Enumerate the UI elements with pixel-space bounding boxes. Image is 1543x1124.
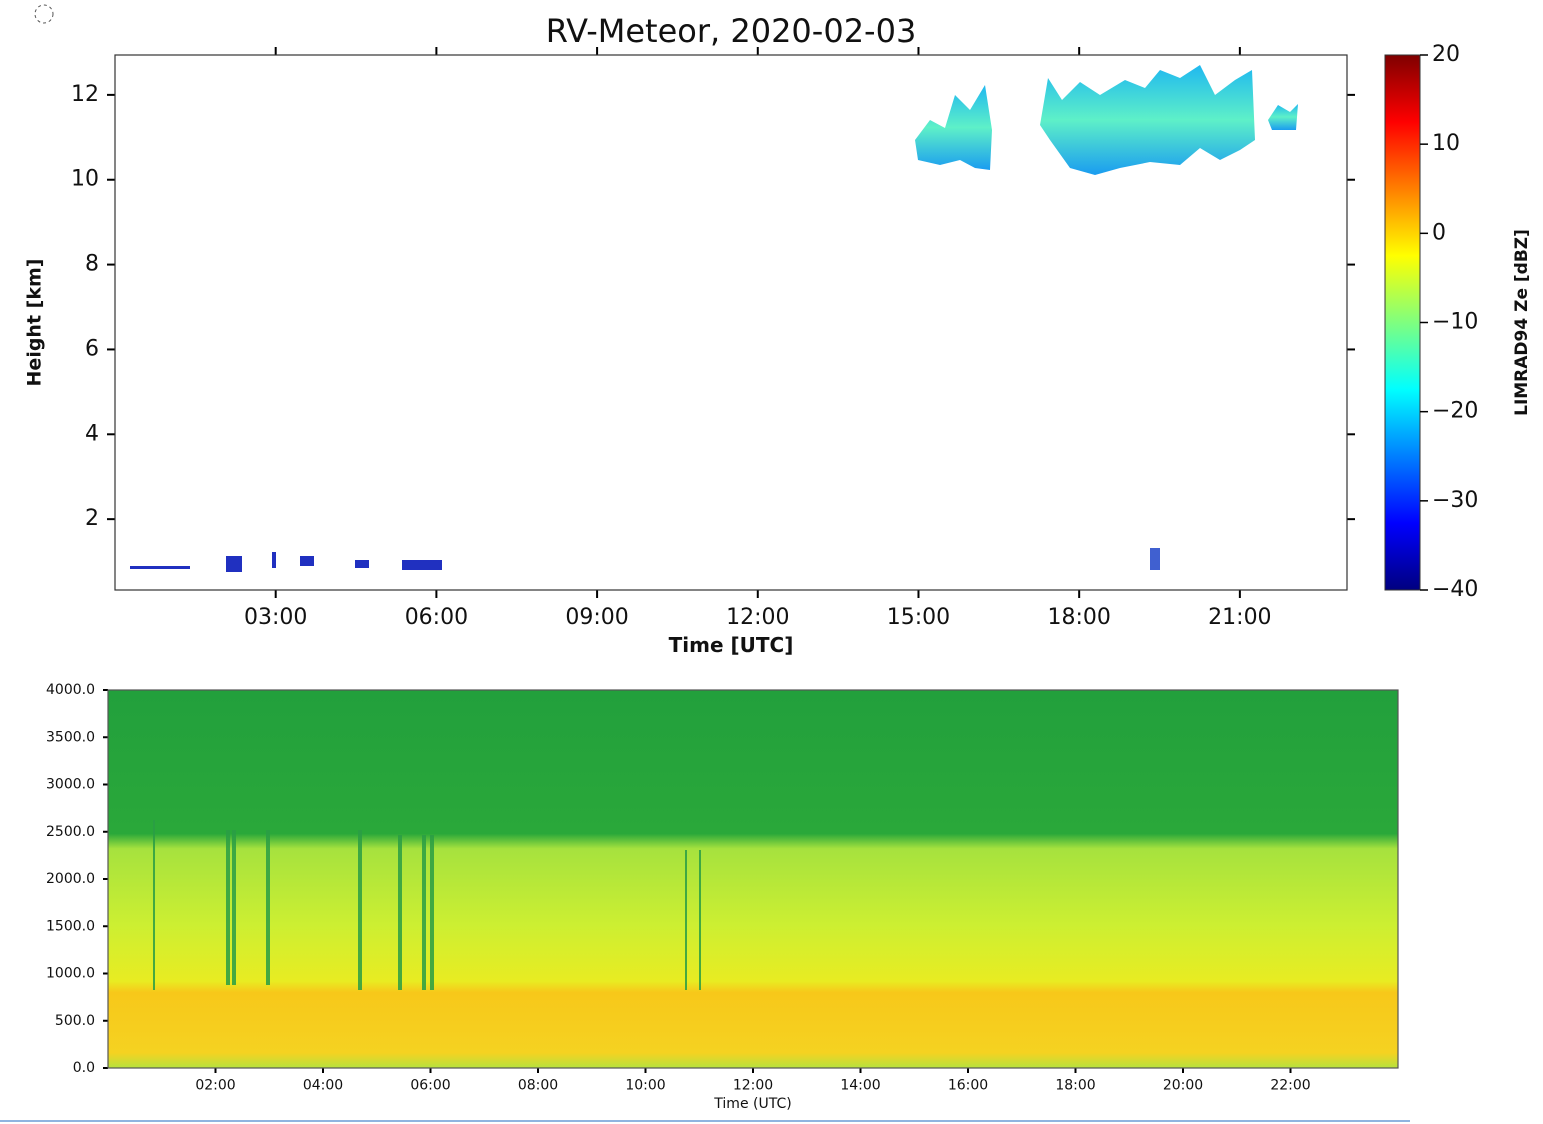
y-tick-label: 3000.0 bbox=[46, 777, 95, 793]
y-tick-label: 2000.0 bbox=[46, 871, 95, 887]
x-tick-label: 06:00 bbox=[410, 1078, 450, 1094]
y-tick-label: 6 bbox=[85, 336, 99, 361]
y-tick-label: 10 bbox=[71, 167, 99, 192]
cloud-echo bbox=[915, 85, 992, 170]
x-tick-label: 22:00 bbox=[1270, 1078, 1310, 1094]
x-tick-label: 12:00 bbox=[726, 605, 789, 630]
y-tick-label: 3500.0 bbox=[46, 729, 95, 745]
y-tick-label: 8 bbox=[85, 252, 99, 277]
x-tick-label: 14:00 bbox=[840, 1078, 880, 1094]
x-tick-label: 16:00 bbox=[948, 1078, 988, 1094]
plot-frame bbox=[114, 54, 1348, 591]
x-tick-label: 18:00 bbox=[1055, 1078, 1095, 1094]
x-tick-label: 06:00 bbox=[405, 605, 468, 630]
loading-icon bbox=[34, 4, 54, 24]
chart-title: RV-Meteor, 2020-02-03 bbox=[546, 12, 917, 50]
colorbar-label: LIMRAD94 Ze [dBZ] bbox=[1512, 229, 1532, 416]
colorbar-tick-label: −10 bbox=[1432, 310, 1478, 335]
echo-speck bbox=[355, 560, 369, 568]
y-tick-label: 500.0 bbox=[55, 1013, 95, 1029]
colorbar-tick-label: 10 bbox=[1432, 131, 1460, 156]
chart bbox=[108, 690, 1398, 1068]
colorbar-tick-label: −20 bbox=[1432, 399, 1478, 424]
x-tick-label: 02:00 bbox=[195, 1078, 235, 1094]
y-tick-label: 4 bbox=[85, 421, 99, 446]
x-tick-label: 15:00 bbox=[887, 605, 950, 630]
plot-frame bbox=[107, 689, 1399, 1069]
x-tick-label: 20:00 bbox=[1163, 1078, 1203, 1094]
colorbar-tick-label: −40 bbox=[1432, 577, 1478, 602]
x-tick-label: 03:00 bbox=[244, 605, 307, 630]
colorbar-tick-label: 20 bbox=[1432, 42, 1460, 67]
x-tick-label: 09:00 bbox=[565, 605, 628, 630]
plot-area bbox=[108, 690, 1398, 1068]
echo-speck bbox=[300, 556, 314, 566]
echo-speck bbox=[1150, 548, 1160, 570]
echo-speck bbox=[226, 556, 242, 572]
x-tick-label: 12:00 bbox=[733, 1078, 773, 1094]
x-axis-label: Time (UTC) bbox=[713, 1096, 791, 1112]
colorbar bbox=[1384, 54, 1421, 591]
y-tick-label: 2500.0 bbox=[46, 824, 95, 840]
y-tick-label: 2 bbox=[85, 506, 99, 531]
colorbar-tick-label: −30 bbox=[1432, 488, 1478, 513]
x-tick-label: 04:00 bbox=[303, 1078, 343, 1094]
echo-speck bbox=[130, 566, 190, 569]
x-tick-label: 10:00 bbox=[625, 1078, 665, 1094]
x-tick-label: 18:00 bbox=[1047, 605, 1110, 630]
x-axis-label: Time [UTC] bbox=[669, 633, 794, 657]
echo-speck bbox=[402, 560, 442, 570]
y-tick-label: 1000.0 bbox=[46, 966, 95, 982]
cloud-echo bbox=[1268, 104, 1298, 130]
y-tick-label: 1500.0 bbox=[46, 918, 95, 934]
low-echoes bbox=[130, 548, 1160, 572]
y-tick-label: 12 bbox=[71, 82, 99, 107]
y-axis-label: Height [km] bbox=[24, 259, 46, 387]
lidar-streaks bbox=[153, 820, 701, 990]
y-tick-label: 4000.0 bbox=[46, 682, 95, 698]
x-tick-label: 08:00 bbox=[518, 1078, 558, 1094]
cloud-echoes bbox=[915, 65, 1298, 175]
echo-speck bbox=[272, 552, 276, 568]
colorbar-tick-label: 0 bbox=[1432, 220, 1446, 245]
y-tick-label: 0.0 bbox=[73, 1060, 95, 1076]
x-tick-label: 21:00 bbox=[1208, 605, 1271, 630]
cloud-echo bbox=[1040, 65, 1255, 175]
